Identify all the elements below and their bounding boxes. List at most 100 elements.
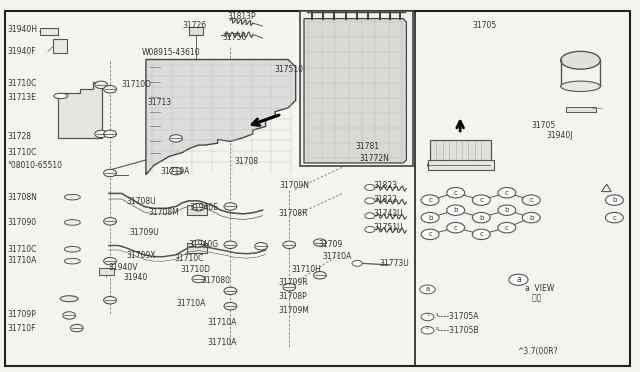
Text: 31708N: 31708N	[8, 193, 38, 202]
Circle shape	[365, 213, 375, 219]
Text: 31710A: 31710A	[207, 318, 237, 327]
Circle shape	[352, 260, 362, 266]
Text: c: c	[529, 197, 533, 203]
Circle shape	[472, 229, 490, 240]
Text: 31709R: 31709R	[278, 278, 308, 287]
Text: 31710C: 31710C	[174, 254, 204, 263]
Text: 31726: 31726	[182, 21, 207, 30]
Ellipse shape	[561, 81, 600, 92]
Ellipse shape	[65, 258, 81, 264]
Text: 31773U: 31773U	[380, 259, 409, 268]
Text: 31940F: 31940F	[8, 47, 36, 56]
Circle shape	[605, 212, 623, 223]
Text: 31709M: 31709M	[278, 306, 309, 315]
Circle shape	[522, 195, 540, 205]
Text: a: a	[516, 275, 521, 284]
Circle shape	[63, 312, 76, 319]
Text: c: c	[505, 225, 509, 231]
Text: 31713E: 31713E	[8, 93, 36, 102]
Text: 31710D: 31710D	[180, 265, 211, 274]
Bar	[187, 205, 207, 215]
Circle shape	[447, 205, 465, 215]
Ellipse shape	[65, 219, 81, 225]
Text: c: c	[454, 225, 458, 231]
Text: 31742U: 31742U	[373, 209, 403, 218]
Text: 317080: 317080	[201, 276, 230, 285]
Text: 31940: 31940	[124, 273, 148, 282]
Circle shape	[314, 239, 326, 246]
Text: 31710F: 31710F	[8, 324, 36, 333]
Circle shape	[104, 296, 116, 304]
Ellipse shape	[54, 93, 68, 99]
Circle shape	[283, 241, 296, 248]
Text: 31708U: 31708U	[127, 197, 156, 206]
Text: ²: ²	[426, 327, 429, 333]
Bar	[189, 27, 203, 35]
Bar	[300, 11, 413, 166]
Bar	[430, 140, 491, 161]
Circle shape	[498, 222, 516, 233]
Text: 31823: 31823	[373, 182, 397, 190]
Circle shape	[95, 81, 108, 89]
Text: 31710A: 31710A	[207, 339, 237, 347]
Text: 31708: 31708	[234, 157, 259, 166]
Text: b: b	[479, 215, 483, 221]
Text: 31756: 31756	[223, 33, 247, 42]
Circle shape	[224, 287, 237, 295]
Text: 31940E: 31940E	[189, 203, 218, 212]
Text: 矢印: 矢印	[525, 294, 541, 303]
Circle shape	[70, 324, 83, 332]
Circle shape	[421, 229, 439, 240]
Polygon shape	[58, 82, 102, 138]
Text: a: a	[426, 286, 429, 292]
Text: 31710D: 31710D	[122, 80, 152, 89]
Text: 31709U: 31709U	[129, 228, 159, 237]
Circle shape	[365, 198, 375, 204]
Circle shape	[421, 212, 439, 223]
Text: °08010-65510: °08010-65510	[8, 161, 63, 170]
Text: 31710A: 31710A	[160, 167, 189, 176]
Circle shape	[365, 185, 375, 190]
Circle shape	[421, 313, 434, 321]
Text: 31940J: 31940J	[547, 131, 573, 140]
Text: 31709P: 31709P	[8, 310, 36, 319]
Text: 31709: 31709	[319, 240, 343, 249]
Circle shape	[104, 86, 116, 93]
Text: 31709X: 31709X	[127, 251, 156, 260]
Circle shape	[365, 227, 375, 232]
Text: ¹: ¹	[426, 314, 429, 320]
Circle shape	[468, 161, 481, 169]
Circle shape	[472, 195, 490, 205]
Text: 31940H: 31940H	[8, 25, 38, 34]
Text: 31708M: 31708M	[148, 208, 179, 217]
Bar	[428, 160, 494, 170]
Polygon shape	[304, 19, 406, 163]
Text: 31705: 31705	[531, 121, 556, 130]
Text: b: b	[529, 215, 533, 221]
Text: 31751U: 31751U	[373, 223, 403, 232]
Circle shape	[509, 274, 528, 285]
Ellipse shape	[60, 296, 78, 302]
Bar	[99, 268, 114, 275]
Text: 31728: 31728	[8, 132, 32, 141]
Text: 31709N: 31709N	[279, 182, 309, 190]
Text: 31710C: 31710C	[8, 79, 37, 88]
Circle shape	[104, 130, 116, 138]
Text: 31705: 31705	[472, 21, 497, 30]
Circle shape	[472, 212, 490, 223]
Text: 317090: 317090	[8, 218, 37, 227]
Bar	[53, 39, 67, 53]
Circle shape	[192, 275, 205, 283]
Polygon shape	[146, 60, 296, 175]
Bar	[187, 243, 207, 253]
Circle shape	[224, 203, 237, 210]
Circle shape	[192, 203, 205, 211]
Circle shape	[314, 272, 326, 279]
Text: W08915-43610: W08915-43610	[142, 48, 201, 57]
Text: 31940V: 31940V	[109, 263, 138, 272]
Text: 31710A: 31710A	[322, 252, 351, 261]
Circle shape	[420, 285, 435, 294]
Text: b: b	[428, 215, 432, 221]
Circle shape	[224, 241, 237, 248]
Text: c: c	[428, 197, 432, 203]
